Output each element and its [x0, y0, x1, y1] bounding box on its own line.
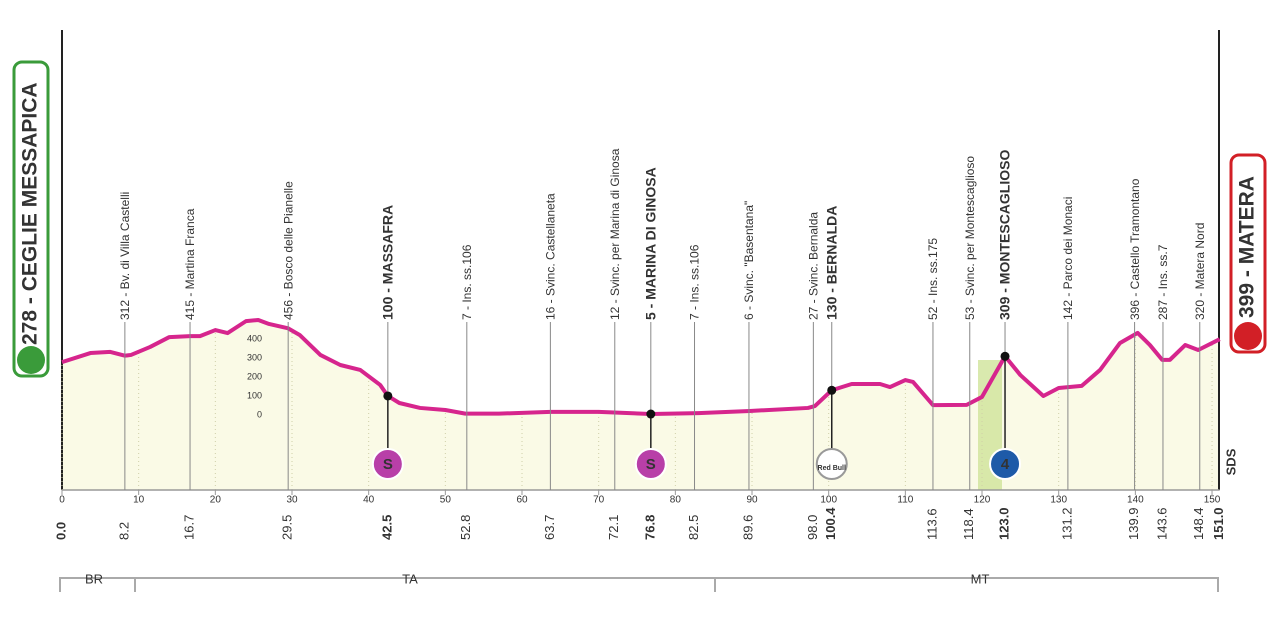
x-tick-label: 150 — [1204, 495, 1221, 506]
x-tick-label: 10 — [133, 495, 145, 506]
x-tick-label: 20 — [210, 495, 222, 506]
km-label: 123.0 — [996, 507, 1011, 540]
finish-icon — [1234, 322, 1262, 350]
waypoint-label: 16 - Svinc. Castellaneta — [544, 193, 558, 320]
km-label: 76.8 — [642, 515, 657, 540]
x-tick-label: 90 — [746, 495, 758, 506]
start-label: 278 - CEGLIE MESSAPICA — [19, 82, 42, 345]
waypoint-icon — [815, 448, 848, 480]
km-label: 72.1 — [606, 515, 621, 540]
y-tick-label: 100 — [247, 390, 262, 400]
km-label: 0.0 — [53, 522, 68, 540]
waypoint-label: 100 - MASSAFRA — [380, 205, 396, 320]
waypoint-label: 456 - Bosco delle Pianelle — [281, 181, 295, 320]
x-tick-label: 130 — [1050, 495, 1067, 506]
km-label: 82.5 — [686, 515, 701, 540]
waypoint-label: 142 - Parco dei Monaci — [1061, 197, 1075, 320]
waypoint-label: 53 - Svinc. per Montescaglioso — [963, 156, 977, 320]
km-label: 151.0 — [1211, 507, 1226, 540]
x-tick-label: 100 — [820, 495, 837, 506]
x-tick-label: 30 — [286, 495, 298, 506]
waypoint-icon — [989, 448, 1022, 480]
x-tick-label: 80 — [670, 495, 682, 506]
province: MT — [971, 571, 990, 586]
y-tick-label: 0 — [257, 409, 262, 419]
km-label: 8.2 — [116, 522, 131, 540]
y-tick-label: 300 — [247, 352, 262, 362]
waypoint-label: 7 - Ins. ss.106 — [688, 244, 702, 320]
waypoint-label: 320 - Matera Nord — [1193, 223, 1207, 320]
km-label: 148.4 — [1191, 507, 1206, 540]
km-label: 63.7 — [542, 515, 557, 540]
waypoint-label: 27 - Svinc. Bernalda — [807, 212, 821, 320]
km-label: 52.8 — [458, 515, 473, 540]
waypoint-dot — [646, 409, 656, 419]
logo: SDS — [1223, 448, 1238, 475]
x-tick-label: 50 — [440, 495, 452, 506]
km-label: 118.4 — [961, 508, 976, 540]
km-label: 139.9 — [1126, 507, 1141, 540]
waypoint-label: 309 - MONTESCAGLIOSO — [997, 150, 1013, 320]
waypoint-icon-label: Red Bull — [818, 465, 846, 472]
waypoint-icon — [371, 448, 404, 480]
province: BR — [85, 571, 103, 586]
waypoint-label: 6 - Svinc. "Basentana" — [742, 201, 756, 320]
waypoint-label: 396 - Castello Tramontano — [1128, 178, 1142, 320]
waypoint-dot — [1000, 351, 1010, 361]
waypoint-icon-label: S — [383, 456, 393, 473]
x-tick-label: 60 — [516, 495, 528, 506]
km-label: 89.6 — [740, 515, 755, 540]
km-label: 143.6 — [1154, 507, 1169, 540]
x-tick-label: 110 — [897, 495, 913, 506]
km-label: 100.4 — [823, 507, 838, 540]
waypoint-icon-label: S — [646, 456, 656, 473]
province-brackets — [59, 577, 1219, 592]
x-tick-label: 70 — [593, 495, 605, 506]
waypoint-label: 312 - Bv. di Villa Castelli — [118, 192, 132, 320]
km-label: 29.5 — [280, 515, 295, 540]
waypoint-dot — [383, 391, 393, 401]
km-label: 131.2 — [1059, 507, 1074, 540]
province: TA — [402, 571, 418, 586]
waypoint-dot — [827, 385, 837, 395]
waypoint-label: 130 - BERNALDA — [823, 206, 839, 320]
waypoint-label: 7 - Ins. ss.106 — [460, 244, 474, 320]
waypoint-label: 52 - Ins. ss.175 — [926, 238, 940, 320]
km-label: 113.6 — [924, 508, 939, 540]
x-tick-label: 140 — [1127, 495, 1144, 506]
waypoint-label: 5 - MARINA DI GINOSA — [643, 167, 659, 320]
km-label: 42.5 — [379, 515, 394, 540]
x-tick-label: 120 — [974, 495, 991, 506]
start-icon — [17, 346, 45, 374]
profile-line — [61, 317, 1221, 417]
km-label: 16.7 — [181, 515, 196, 540]
x-tick-label: 40 — [363, 495, 375, 506]
waypoint-icon — [634, 448, 667, 480]
waypoint-label: 415 - Martina Franca — [183, 208, 197, 320]
waypoint-label: 12 - Svinc. per Marina di Ginosa — [608, 148, 622, 320]
y-tick-label: 200 — [247, 371, 262, 381]
finish-box — [1229, 153, 1267, 354]
waypoint-icon-label: 4 — [1001, 456, 1010, 473]
start-box — [12, 60, 50, 378]
x-tick-label: 0 — [59, 495, 65, 506]
profile-area — [62, 319, 1220, 490]
km-label: 98.0 — [805, 515, 820, 540]
y-tick-label: 400 — [247, 333, 262, 343]
finish-label: 399 - MATERA — [1236, 176, 1259, 318]
waypoint-label: 287 - Ins. ss.7 — [1156, 244, 1170, 320]
